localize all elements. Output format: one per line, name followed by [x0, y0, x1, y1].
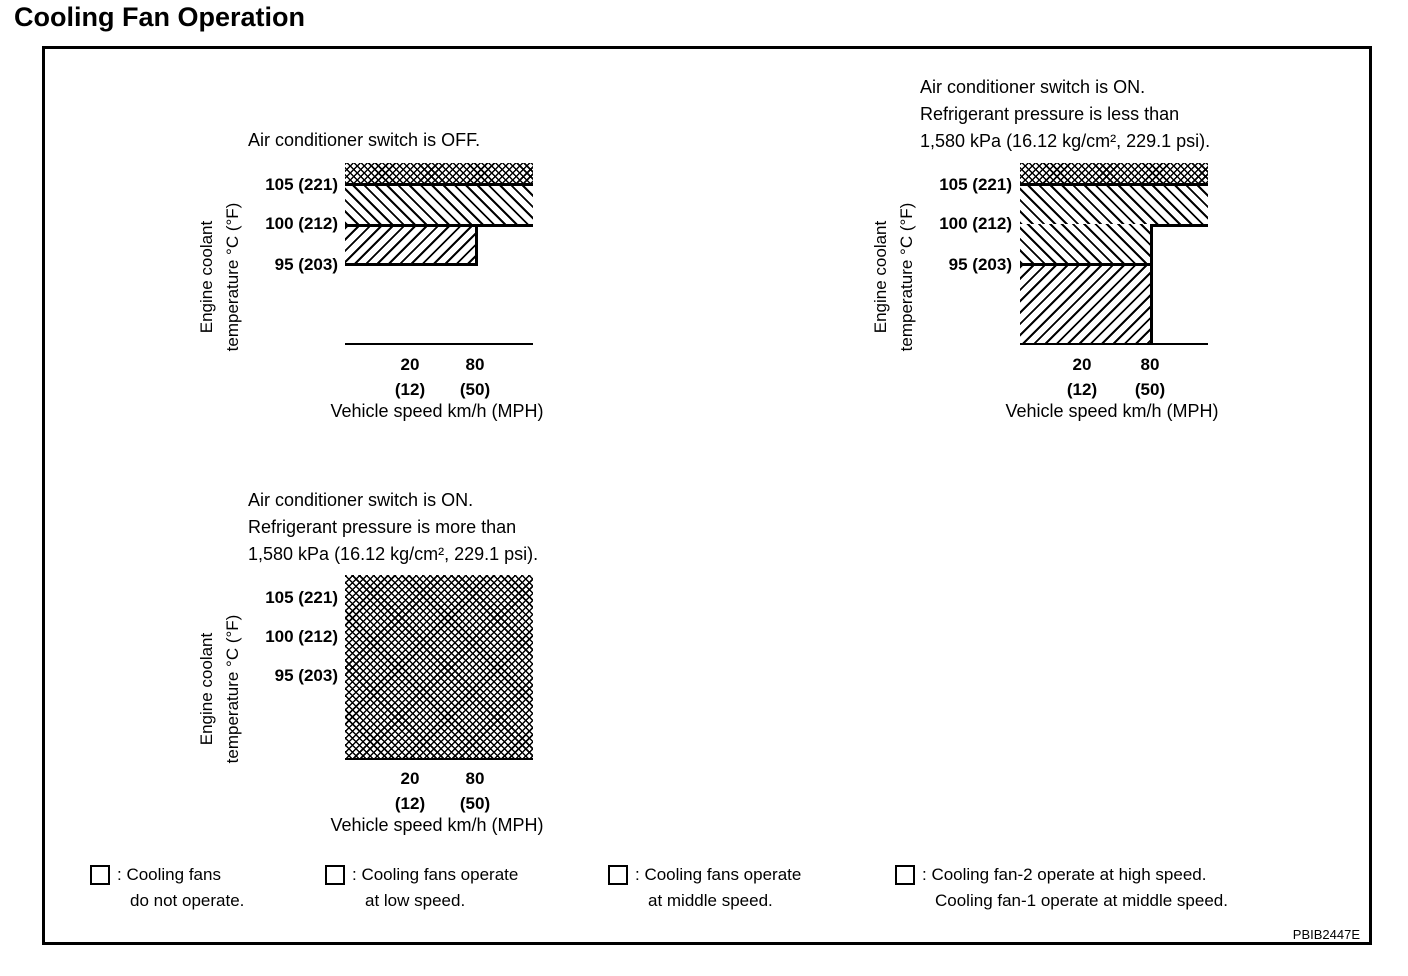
- x-tick-sub: (12): [1066, 380, 1098, 399]
- caption-line: Air conditioner switch is ON.: [248, 490, 474, 510]
- x-tick-main: 20: [1072, 355, 1092, 374]
- legend-line: : Cooling fans operate: [635, 865, 802, 884]
- chart1-y-tick-105: 105 (221): [265, 175, 338, 194]
- x-tick-sub: (50): [459, 794, 491, 813]
- chart3-y-tick-105: 105 (221): [265, 588, 338, 607]
- chart1-region-low-speed: [345, 227, 478, 266]
- x-tick-main: 80: [465, 355, 485, 374]
- y-axis-title-line1: Engine coolant: [871, 220, 890, 334]
- x-tick-sub: (12): [394, 794, 426, 813]
- chart3-caption: Air conditioner switch is ON. Refrigeran…: [248, 487, 538, 568]
- chart2-region-middle-speed-upper: [1020, 186, 1208, 224]
- caption-line: Refrigerant pressure is less than: [920, 104, 1180, 124]
- chart3-plot-area: [345, 575, 533, 760]
- legend-label: : Cooling fans operate at low speed.: [352, 862, 518, 914]
- chart2-caption: Air conditioner switch is ON. Refrigeran…: [920, 74, 1210, 155]
- chart1-region-middle-speed: [345, 186, 533, 224]
- legend-item-fans-off: : Cooling fans do not operate.: [90, 862, 244, 914]
- page-title: Cooling Fan Operation: [14, 2, 305, 32]
- x-tick-main: 20: [400, 769, 420, 788]
- figure-code: PBIB2447E: [1292, 927, 1360, 942]
- y-axis-title-line1: Engine coolant: [197, 632, 216, 746]
- x-tick-sub: (50): [1134, 380, 1166, 399]
- chart3-x-tick-80: 80 (50): [440, 766, 510, 816]
- legend-swatch-middle-speed-hatch: [608, 865, 628, 885]
- legend-label: : Cooling fan-2 operate at high speed. C…: [922, 862, 1228, 914]
- chart1-x-axis-title: Vehicle speed km/h (MPH): [330, 401, 544, 421]
- chart2-region-high-speed: [1020, 163, 1208, 186]
- x-tick-main: 80: [465, 769, 485, 788]
- chart2-y-tick-105: 105 (221): [939, 175, 1012, 194]
- y-axis-title-line1: Engine coolant: [197, 220, 216, 334]
- legend-swatch-blank: [90, 865, 110, 885]
- legend-item-high-speed: : Cooling fan-2 operate at high speed. C…: [895, 862, 1228, 914]
- chart2-x-tick-20: 20 (12): [1047, 352, 1117, 402]
- chart3-region-high-speed: [345, 575, 533, 760]
- legend-line: at low speed.: [365, 891, 466, 910]
- chart2-boundary-100-line: [1150, 224, 1208, 227]
- chart2-y-tick-95: 95 (203): [948, 255, 1012, 274]
- legend-item-middle-speed: : Cooling fans operate at middle speed.: [608, 862, 801, 914]
- x-tick-sub: (12): [394, 380, 426, 399]
- chart3-y-tick-95: 95 (203): [274, 666, 338, 685]
- chart1-caption: Air conditioner switch is OFF.: [248, 127, 480, 154]
- x-tick-main: 80: [1140, 355, 1160, 374]
- chart3-x-axis-title: Vehicle speed km/h (MPH): [330, 815, 544, 835]
- chart3-y-tick-100: 100 (212): [265, 627, 338, 646]
- legend-line: : Cooling fans: [117, 865, 221, 884]
- legend-swatch-high-speed-crosshatch: [895, 865, 915, 885]
- chart3-x-tick-20: 20 (12): [375, 766, 445, 816]
- chart1-region-high-speed: [345, 163, 533, 186]
- chart1-y-tick-100: 100 (212): [265, 214, 338, 233]
- caption-line: 1,580 kPa (16.12 kg/cm², 229.1 psi).: [248, 544, 539, 564]
- chart2-x-axis-line: [1020, 343, 1208, 345]
- legend-line: : Cooling fan-2 operate at high speed.: [922, 865, 1207, 884]
- chart1-plot-area: [345, 163, 533, 345]
- chart2-region-middle-speed-lower: [1020, 224, 1153, 266]
- chart2-plot-area: [1020, 163, 1208, 345]
- x-tick-sub: (50): [459, 380, 491, 399]
- legend-swatch-low-speed-hatch: [325, 865, 345, 885]
- legend-item-low-speed: : Cooling fans operate at low speed.: [325, 862, 518, 914]
- legend-label: : Cooling fans operate at middle speed.: [635, 862, 801, 914]
- chart2-x-tick-80: 80 (50): [1115, 352, 1185, 402]
- legend-line: at middle speed.: [648, 891, 773, 910]
- legend-line: : Cooling fans operate: [352, 865, 519, 884]
- legend-line: Cooling fan-1 operate at middle speed.: [935, 891, 1228, 910]
- caption-line: Air conditioner switch is OFF.: [248, 130, 481, 150]
- chart1-x-axis-line: [345, 343, 533, 345]
- chart1-boundary-100-line: [345, 224, 533, 227]
- legend-line: do not operate.: [130, 891, 245, 910]
- chart1-x-tick-80: 80 (50): [440, 352, 510, 402]
- caption-line: Refrigerant pressure is more than: [248, 517, 517, 537]
- caption-line: Air conditioner switch is ON.: [920, 77, 1146, 97]
- chart2-x-axis-title: Vehicle speed km/h (MPH): [1005, 401, 1219, 421]
- legend-label: : Cooling fans do not operate.: [117, 862, 244, 914]
- chart2-region-low-speed: [1020, 266, 1153, 345]
- x-tick-main: 20: [400, 355, 420, 374]
- chart2-y-tick-100: 100 (212): [939, 214, 1012, 233]
- chart1-y-tick-95: 95 (203): [274, 255, 338, 274]
- chart3-x-axis-line: [345, 758, 533, 760]
- caption-line: 1,580 kPa (16.12 kg/cm², 229.1 psi).: [920, 131, 1211, 151]
- chart1-x-tick-20: 20 (12): [375, 352, 445, 402]
